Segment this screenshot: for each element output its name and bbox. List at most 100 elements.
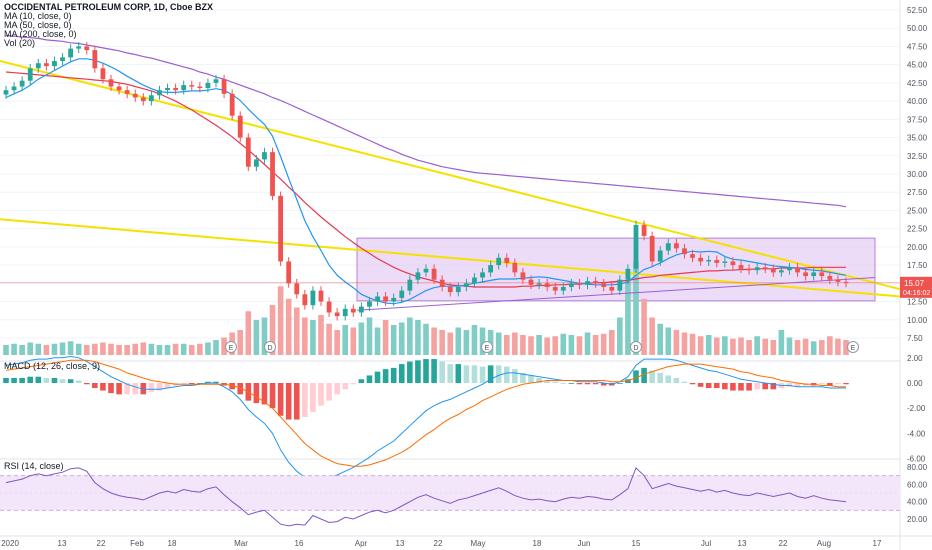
- price-tick-label: 42.50: [907, 79, 928, 88]
- volume-bar: [180, 343, 187, 355]
- volume-bar: [802, 338, 809, 355]
- volume-legend[interactable]: Vol (20): [4, 38, 36, 48]
- time-tick-label: 18: [168, 539, 177, 548]
- event-marker-circle: [630, 341, 642, 353]
- time-tick-label: 13: [58, 539, 67, 548]
- volume-bar: [277, 286, 284, 355]
- candle-body: [100, 68, 106, 80]
- macd-histogram-bar: [27, 376, 34, 383]
- macd-tick-label: 0.00: [907, 379, 923, 388]
- macd-histogram-bar: [35, 376, 42, 383]
- volume-bar: [285, 298, 292, 355]
- volume-bar: [649, 317, 655, 355]
- candle-body: [3, 90, 9, 95]
- macd-histogram-bar: [180, 383, 187, 385]
- volume-bar: [382, 320, 389, 355]
- price-tick-label: 52.50: [907, 6, 928, 15]
- candle-body: [762, 267, 768, 269]
- macd-histogram-bar: [318, 383, 324, 406]
- candle-body: [358, 306, 364, 313]
- event-marker: E: [481, 341, 493, 353]
- volume-bar: [495, 332, 502, 355]
- macd-tick-label: -6.00: [907, 455, 926, 464]
- candle-body: [383, 296, 389, 302]
- volume-bar: [552, 336, 559, 355]
- candle-body: [488, 265, 494, 273]
- macd-histogram-bar: [205, 381, 211, 383]
- candle-body: [657, 250, 663, 262]
- macd-tick-label: -2.00: [907, 404, 926, 413]
- macd-histogram-bar: [382, 369, 389, 383]
- candle-body: [601, 283, 607, 287]
- volume-bar: [778, 330, 785, 355]
- volume-bar: [738, 337, 744, 355]
- event-marker: E: [847, 341, 859, 353]
- ma200-line: [5, 34, 847, 208]
- event-marker-label: E: [485, 345, 490, 352]
- volume-bar: [140, 342, 147, 355]
- macd-histogram-bar: [237, 383, 244, 395]
- volume-bar: [334, 330, 340, 355]
- event-marker-label: D: [267, 345, 272, 352]
- volume-bar: [544, 337, 550, 355]
- price-tick-label: 35.00: [907, 134, 928, 143]
- macd-legend[interactable]: MACD (12, 26, close, 9): [4, 361, 101, 371]
- time-tick-label: May: [470, 539, 485, 548]
- macd-histogram-bar: [188, 383, 195, 385]
- candle-body: [189, 85, 195, 87]
- macd-histogram-bar: [665, 375, 672, 383]
- candle-body: [843, 281, 849, 283]
- volume-bar: [818, 340, 825, 355]
- candle-body: [253, 159, 259, 167]
- ma200-legend[interactable]: MA (200, close, 0): [4, 29, 77, 39]
- volume-bar: [722, 336, 728, 355]
- candle-body: [27, 68, 33, 81]
- candle-body: [35, 63, 41, 69]
- candle-body: [173, 87, 179, 91]
- candle-body: [512, 262, 518, 273]
- volume-bar: [713, 337, 720, 355]
- macd-histogram-bar: [92, 383, 98, 389]
- ma50-legend[interactable]: MA (50, close, 0): [4, 20, 72, 30]
- event-marker-label: D: [633, 345, 638, 352]
- volume-bar: [132, 343, 139, 355]
- rsi-legend[interactable]: RSI (14, close): [4, 461, 64, 471]
- time-tick-label: 13: [738, 539, 747, 548]
- macd-histogram-bar: [156, 383, 163, 391]
- volume-bar: [568, 335, 575, 355]
- volume-bar: [213, 340, 219, 355]
- candle-body: [262, 152, 267, 160]
- candle-body: [787, 267, 792, 271]
- macd-histogram-bar: [705, 383, 712, 389]
- candle-body: [43, 63, 49, 67]
- candle-body: [682, 248, 687, 255]
- macd-histogram-bar: [528, 375, 534, 383]
- candle-body: [391, 297, 397, 302]
- volume-bar: [318, 315, 324, 355]
- time-tick-label: Feb: [130, 539, 144, 548]
- ma10-legend[interactable]: MA (10, close, 0): [4, 11, 72, 21]
- volume-bar: [455, 327, 462, 355]
- macd-histogram-bar: [334, 383, 340, 395]
- macd-histogram-bar: [67, 379, 74, 383]
- time-tick-label: Aug: [817, 539, 831, 548]
- macd-histogram-bar: [568, 383, 575, 384]
- macd-tick-label: -4.00: [907, 429, 926, 438]
- candle-body: [326, 301, 332, 313]
- candle-body: [827, 276, 833, 280]
- volume-bar: [835, 338, 841, 355]
- candle-body: [778, 270, 784, 273]
- volume-bar: [592, 335, 599, 355]
- candle-body: [375, 296, 380, 302]
- volume-bar: [237, 330, 244, 355]
- macd-histogram-bar: [407, 361, 413, 383]
- volume-bar: [92, 343, 98, 355]
- candle-body: [124, 90, 130, 94]
- price-tick-label: 10.00: [907, 316, 928, 325]
- macd-histogram-bar: [302, 383, 308, 418]
- candle-body: [76, 46, 82, 49]
- candle-body: [270, 152, 275, 196]
- volume-bar: [366, 317, 373, 355]
- macd-histogram-bar: [738, 383, 744, 391]
- candle-body: [132, 93, 138, 98]
